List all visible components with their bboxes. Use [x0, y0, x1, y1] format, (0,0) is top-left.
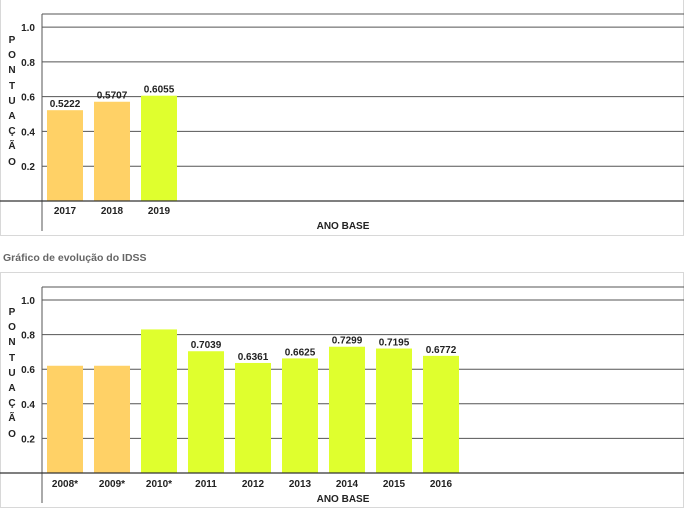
y-tick-label: 1.0 [21, 296, 35, 307]
bar [94, 101, 130, 201]
y-axis-title-letter: P [8, 35, 16, 46]
data-label: 0.7195 [379, 338, 410, 349]
y-tick-label: 0.2 [21, 162, 35, 173]
y-axis-title-letter: N [8, 337, 16, 349]
y-axis-title-letter: Ç [8, 398, 16, 410]
y-axis-title-letter: T [8, 80, 16, 92]
y-axis-title-letter: N [8, 65, 16, 77]
x-tick-label: 2016 [430, 479, 453, 490]
bar [188, 351, 224, 473]
bar [141, 95, 177, 201]
x-tick-label: 2009* [99, 479, 125, 490]
y-tick-label: 0.6 [21, 93, 35, 104]
y-axis-title-letter: A [8, 382, 16, 394]
x-tick-label: 2011 [195, 479, 217, 490]
y-axis-title-letter: O [8, 50, 16, 62]
x-tick-label: 2013 [289, 479, 312, 490]
x-tick-label: 2017 [54, 206, 77, 217]
bar [329, 346, 365, 473]
bar [235, 362, 271, 473]
y-axis-title-letter: O [8, 156, 16, 168]
y-axis-title-letter: U [8, 95, 16, 107]
data-label: 0.5707 [97, 91, 128, 102]
bar [376, 348, 412, 473]
y-axis-title-letter: A [8, 110, 16, 122]
y-axis-title-letter: Ã [8, 141, 16, 153]
y-axis-title-letter: Ç [8, 126, 16, 138]
bar [282, 358, 318, 473]
x-axis-title: ANO BASE [317, 221, 370, 232]
y-axis-title-letter: P [8, 307, 16, 318]
bar [141, 329, 177, 473]
bar [423, 355, 459, 473]
y-tick-label: 0.8 [21, 331, 35, 342]
y-tick-label: 0.4 [21, 400, 35, 411]
x-tick-label: 2012 [242, 479, 265, 490]
y-axis-title-letter: Ã [8, 413, 16, 425]
y-axis-title-letter: O [8, 428, 16, 440]
x-tick-label: 2008* [52, 479, 78, 490]
y-tick-label: 0.4 [21, 127, 35, 138]
y-tick-label: 0.8 [21, 58, 35, 69]
bar [47, 110, 83, 201]
data-label: 0.6361 [238, 352, 269, 363]
data-label: 0.7039 [191, 340, 222, 351]
y-tick-label: 1.0 [21, 23, 35, 34]
y-tick-label: 0.6 [21, 365, 35, 376]
x-tick-label: 2018 [101, 206, 124, 217]
y-axis-title-letter: T [8, 352, 16, 364]
y-axis-title-letter: U [8, 367, 16, 379]
x-tick-label: 2019 [148, 206, 171, 217]
data-label: 0.6772 [426, 345, 457, 356]
data-label: 0.5222 [50, 99, 81, 110]
data-label: 0.6625 [285, 347, 316, 358]
x-tick-label: 2010* [146, 479, 172, 490]
bar [94, 365, 130, 473]
y-tick-label: 0.2 [21, 434, 35, 445]
x-tick-label: 2015 [383, 479, 406, 490]
data-label: 0.6055 [144, 85, 175, 96]
y-axis-title-letter: O [8, 322, 16, 334]
x-axis-title: ANO BASE [317, 494, 370, 505]
data-label: 0.7299 [332, 336, 363, 347]
chart-2-caption: Gráfico de evolução do IDSS [3, 252, 147, 264]
x-tick-label: 2014 [336, 479, 359, 490]
bar [47, 365, 83, 473]
